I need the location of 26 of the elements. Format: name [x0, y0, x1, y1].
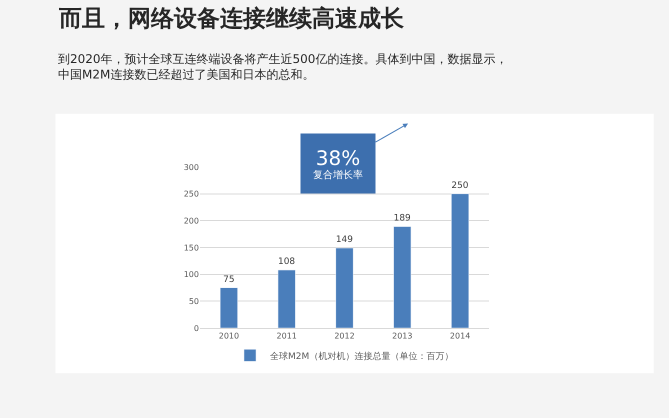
data-label: 250: [451, 180, 469, 191]
y-tick-label: 200: [184, 216, 199, 226]
y-tick-label: 300: [184, 162, 199, 172]
chart-subtitle: 到2020年，预计全球互连终端设备将产生近500亿的连接。具体到中国，数据显示，中国M2M连接数已经超过了美国和日本的总和。: [58, 52, 508, 82]
bar: [336, 248, 354, 328]
bar: [278, 270, 296, 328]
bar: [451, 194, 470, 328]
bar: [393, 226, 412, 328]
y-tick-label: 100: [184, 270, 199, 280]
y-tick-label: 50: [188, 296, 199, 306]
annotation: 38% 复合增长率: [313, 146, 363, 181]
data-label: 149: [336, 235, 354, 246]
x-tick-label: 2011: [276, 332, 297, 341]
legend-label: 全球M2M（机对机）连接总量（单位：百万）: [270, 350, 454, 362]
chart-title: 而且，网络设备连接继续高速成长: [58, 5, 404, 32]
x-tick-label: 2012: [334, 332, 355, 341]
x-tick-label: 2013: [392, 332, 412, 341]
x-tick-label: 2014: [450, 332, 470, 341]
bar: [220, 288, 238, 328]
x-tick-label: 2010: [218, 332, 240, 341]
data-label: 108: [278, 257, 296, 268]
data-label: 75: [223, 274, 235, 285]
y-tick-label: 0: [194, 324, 199, 333]
data-label: 189: [394, 214, 412, 224]
y-tick-label: 150: [184, 243, 199, 252]
y-tick-label: 250: [184, 190, 199, 199]
